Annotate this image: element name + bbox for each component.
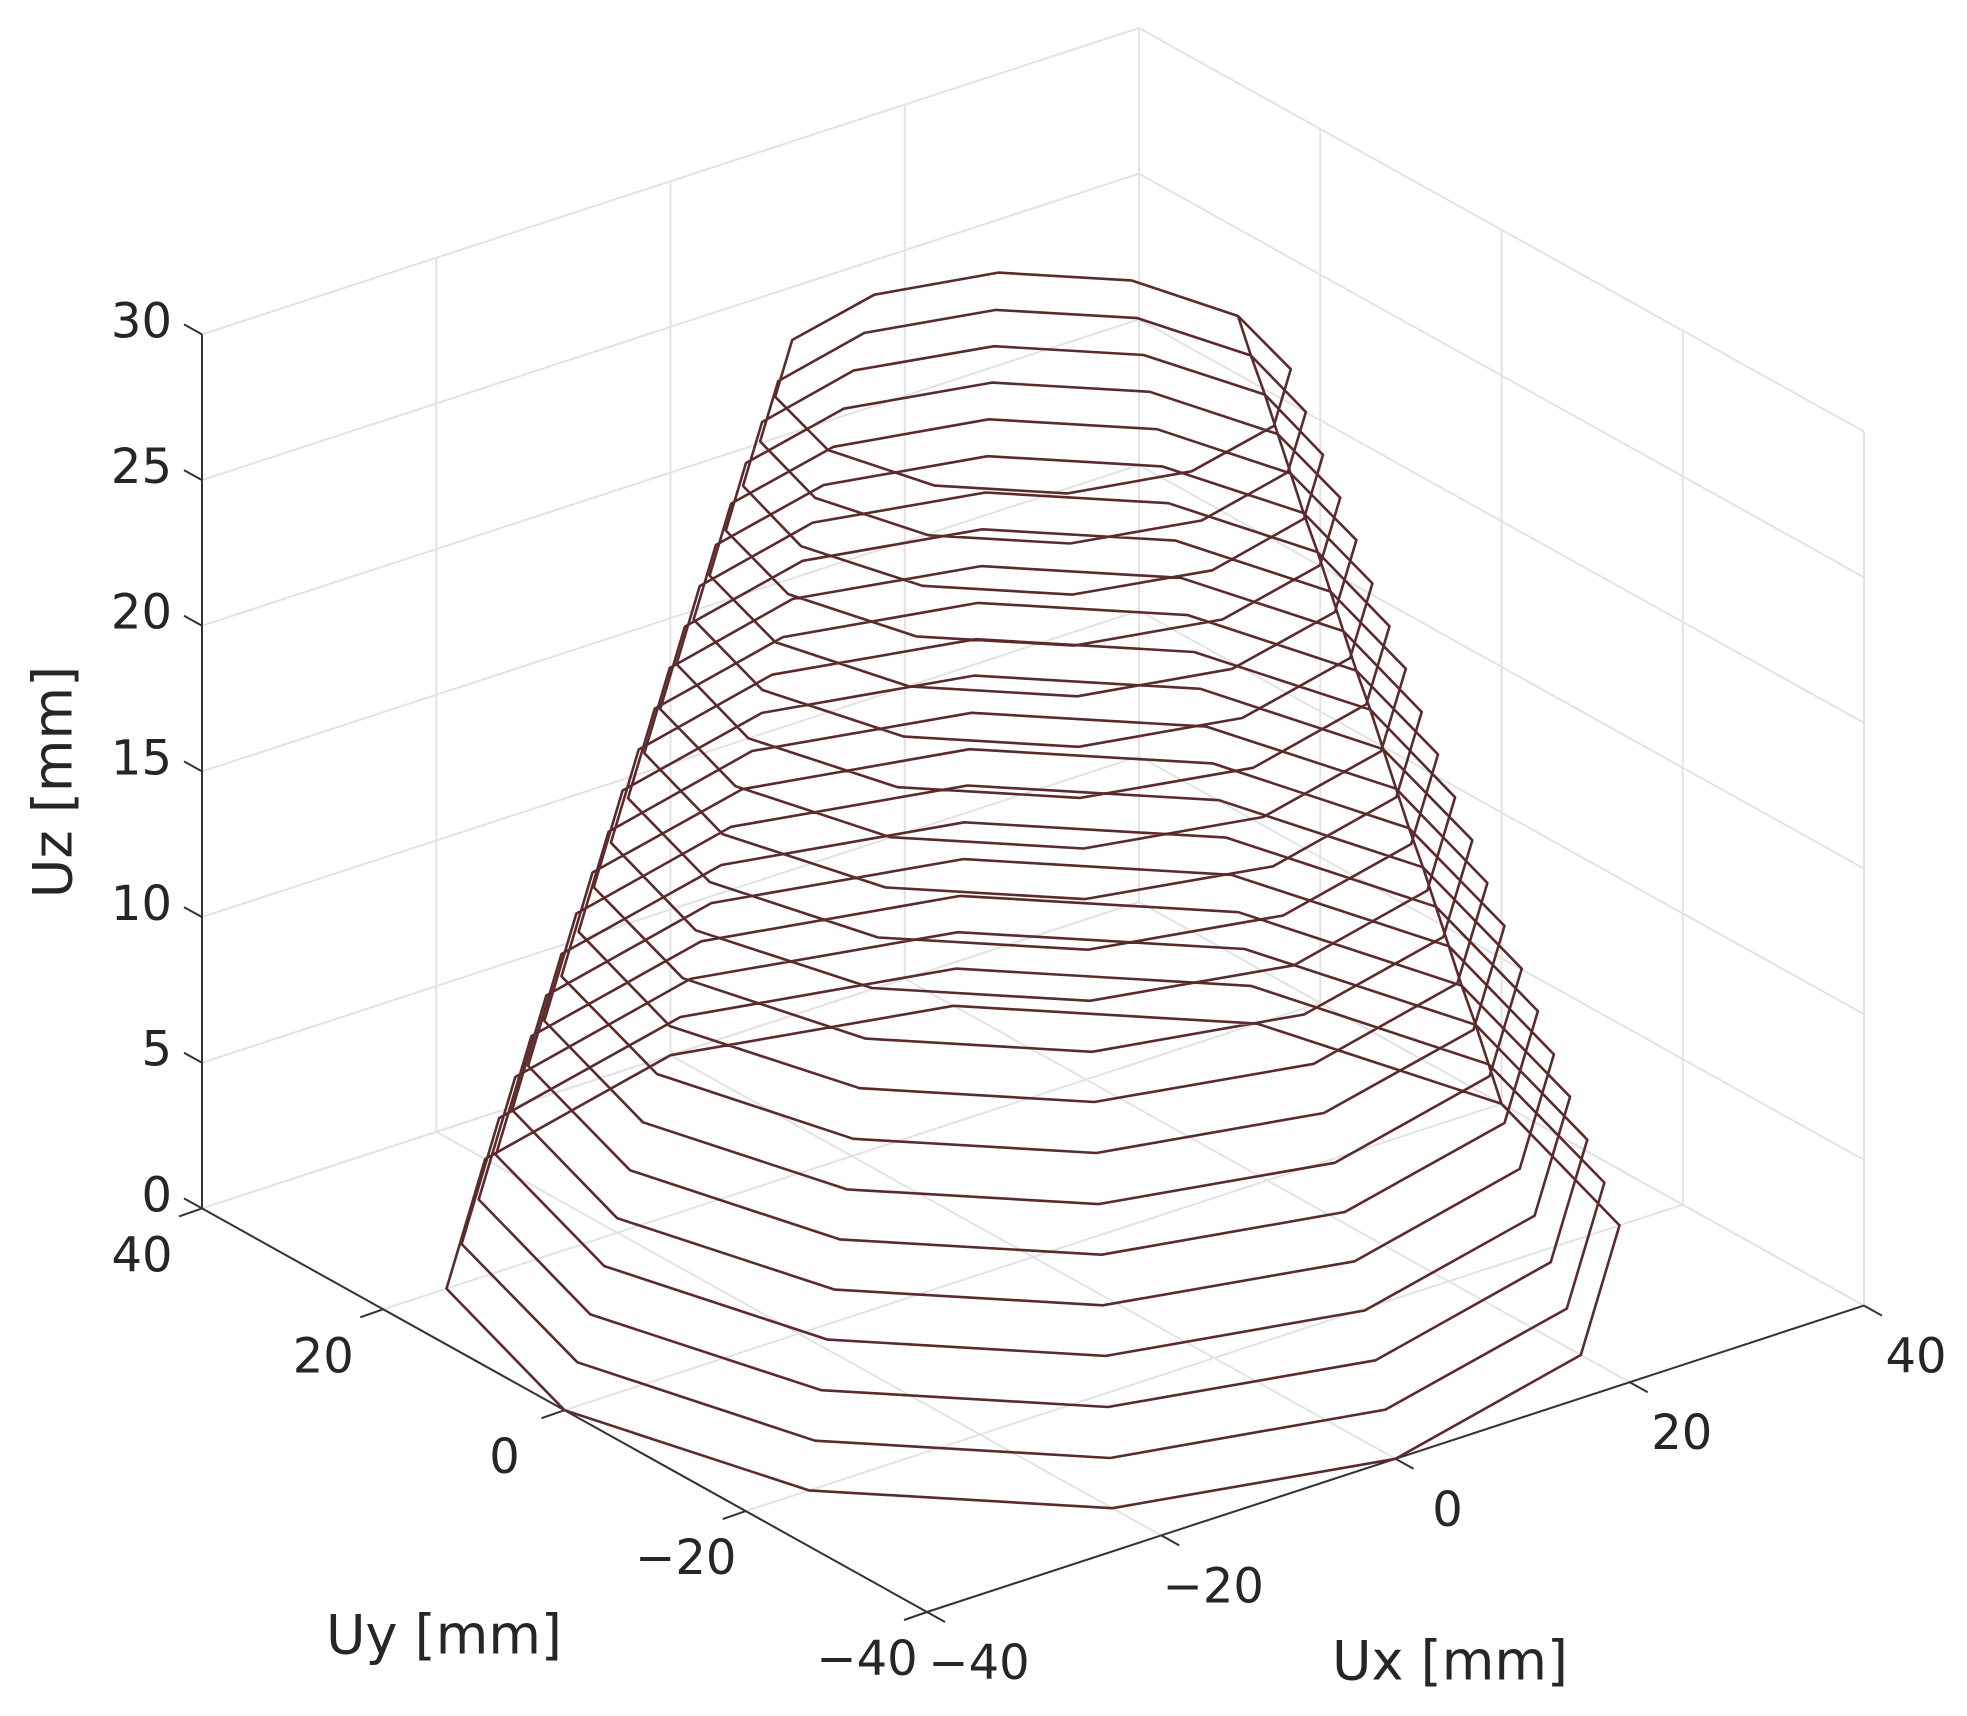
tick-mark xyxy=(183,469,203,481)
grid-line xyxy=(201,318,1140,627)
z-tick-label: 25 xyxy=(111,439,172,495)
grid-line xyxy=(1138,318,1865,724)
tick-mark xyxy=(183,614,203,627)
grid-line xyxy=(1138,27,1865,433)
tick-mark xyxy=(183,760,203,773)
z-tick-label: 30 xyxy=(111,293,172,349)
z-tick-label: 20 xyxy=(111,585,172,641)
grid-line xyxy=(1138,172,1865,579)
z-tick-label: 5 xyxy=(141,1022,172,1078)
x-tick-label: 20 xyxy=(1651,1405,1712,1461)
x-tick-label: −40 xyxy=(928,1635,1029,1691)
y-tick-label: 0 xyxy=(489,1429,520,1485)
tick-mark xyxy=(359,1308,384,1319)
tick-mark xyxy=(1160,1534,1180,1547)
y-tick-label: −20 xyxy=(635,1530,736,1586)
grid-line xyxy=(201,464,1140,773)
grid-line xyxy=(201,172,1140,482)
y-axis-title: Uy [mm] xyxy=(326,1604,562,1667)
tick-mark xyxy=(183,1197,203,1210)
z-axis-title: Uz [mm] xyxy=(22,666,85,898)
tick-mark xyxy=(541,1409,565,1420)
tick-mark xyxy=(1395,1457,1414,1470)
x-axis-title: Ux [mm] xyxy=(1332,1630,1568,1693)
grid-line xyxy=(1138,755,1865,1161)
z-tick-label: 15 xyxy=(111,730,172,786)
tick-mark xyxy=(926,1611,946,1623)
grid-line xyxy=(201,27,1140,336)
tick-mark xyxy=(178,1207,203,1218)
tick-mark xyxy=(183,906,203,918)
grid-line xyxy=(382,1001,1321,1311)
tick-mark xyxy=(1629,1381,1649,1394)
grid-line xyxy=(1138,609,1865,1016)
tick-mark xyxy=(903,1611,928,1621)
data-line xyxy=(445,271,1621,1510)
z-tick-label: 0 xyxy=(141,1167,172,1223)
x-tick-label: 40 xyxy=(1885,1329,1946,1385)
y-tick-label: −40 xyxy=(816,1631,917,1687)
y-tick-label: 40 xyxy=(111,1227,172,1283)
y-tick-label: 20 xyxy=(293,1328,354,1384)
x-tick-label: −20 xyxy=(1163,1558,1264,1614)
z-tick-label: 10 xyxy=(111,876,172,932)
grid-line xyxy=(745,1203,1684,1513)
tick-mark xyxy=(183,1051,203,1064)
tick-mark xyxy=(722,1510,747,1521)
tick-mark xyxy=(183,323,203,336)
tick-mark xyxy=(1863,1304,1883,1317)
grid-line xyxy=(564,1102,1502,1412)
grid-line xyxy=(201,755,1140,1064)
x-tick-label: 0 xyxy=(1432,1482,1463,1538)
